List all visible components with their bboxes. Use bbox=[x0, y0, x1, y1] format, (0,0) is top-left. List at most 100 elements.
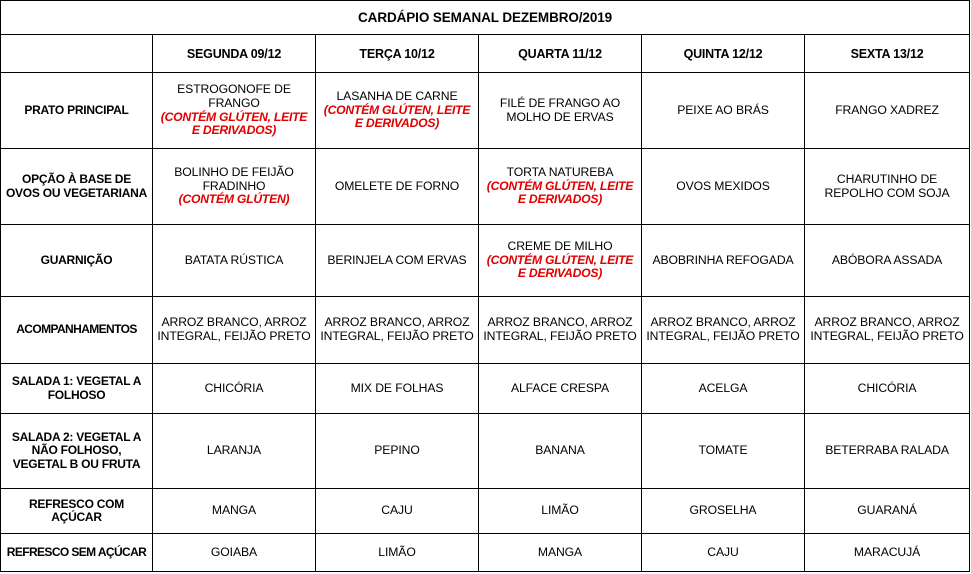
menu-cell: ESTROGONOFE DE FRANGO (CONTÉM GLÚTEN, LE… bbox=[152, 72, 316, 149]
menu-cell: ALFACE CRESPA bbox=[478, 363, 642, 414]
dish-name: LIMÃO bbox=[378, 544, 416, 559]
menu-cell: BATATA RÚSTICA bbox=[152, 224, 316, 297]
menu-cell: TOMATE bbox=[641, 413, 805, 489]
row-label-opcao-ovos-vegetariana: OPÇÃO À BASE DE OVOS OU VEGETARIANA bbox=[0, 148, 153, 225]
day-header-sexta: SEXTA 13/12 bbox=[803, 34, 971, 73]
dish-name: ABOBRINHA REFOGADA bbox=[652, 252, 794, 267]
allergen-note: (CONTÉM GLÚTEN, LEITE E DERIVADOS) bbox=[160, 109, 308, 138]
dish-name: ARROZ BRANCO, ARROZ INTEGRAL, FEIJÃO PRE… bbox=[810, 315, 964, 343]
dish-name: TOMATE bbox=[698, 443, 748, 458]
dish-name: CREME DE MILHO bbox=[507, 239, 613, 254]
menu-cell: CREME DE MILHO (CONTÉM GLÚTEN, LEITE E D… bbox=[478, 224, 642, 297]
menu-cell: CHICÓRIA bbox=[803, 363, 971, 414]
menu-cell: CHICÓRIA bbox=[152, 363, 316, 414]
table-row: REFRESCO SEM AÇÚCAR GOIABA LIMÃO MANGA C… bbox=[0, 533, 971, 572]
menu-cell: LIMÃO bbox=[478, 488, 642, 534]
dish-name: GROSELHA bbox=[689, 503, 757, 518]
menu-cell: ARROZ BRANCO, ARROZ INTEGRAL, FEIJÃO PRE… bbox=[641, 296, 805, 364]
day-header-row: SEGUNDA 09/12 TERÇA 10/12 QUARTA 11/12 Q… bbox=[0, 34, 971, 73]
dish-name: ARROZ BRANCO, ARROZ INTEGRAL, FEIJÃO PRE… bbox=[483, 315, 637, 343]
dish-name: LARANJA bbox=[206, 443, 262, 458]
dish-name: ARROZ BRANCO, ARROZ INTEGRAL, FEIJÃO PRE… bbox=[646, 315, 800, 343]
table-row: OPÇÃO À BASE DE OVOS OU VEGETARIANA BOLI… bbox=[0, 148, 971, 225]
dish-name: PEIXE AO BRÁS bbox=[677, 102, 769, 117]
dish-name: ABÓBORA ASSADA bbox=[831, 252, 943, 267]
menu-cell: CHARUTINHO DE REPOLHO COM SOJA bbox=[803, 148, 971, 225]
menu-cell: ARROZ BRANCO, ARROZ INTEGRAL, FEIJÃO PRE… bbox=[152, 296, 316, 364]
menu-cell: GROSELHA bbox=[641, 488, 805, 534]
dish-name: ARROZ BRANCO, ARROZ INTEGRAL, FEIJÃO PRE… bbox=[320, 315, 474, 343]
dish-name: LIMÃO bbox=[541, 503, 579, 518]
dish-name: MANGA bbox=[537, 544, 583, 559]
menu-cell: PEIXE AO BRÁS bbox=[641, 72, 805, 149]
row-label-acompanhamentos: ACOMPANHAMENTOS bbox=[0, 296, 153, 364]
row-label-refresco-com-acucar: REFRESCO COM AÇÚCAR bbox=[0, 488, 153, 534]
row-label-prato-principal: PRATO PRINCIPAL bbox=[0, 72, 153, 149]
dish-name: BANANA bbox=[535, 443, 585, 458]
dish-name: BATATA RÚSTICA bbox=[184, 252, 284, 267]
day-header-quinta: QUINTA 12/12 bbox=[641, 34, 805, 73]
menu-cell: CAJU bbox=[641, 533, 805, 572]
day-header-terca: TERÇA 10/12 bbox=[315, 34, 479, 73]
menu-cell: OMELETE DE FORNO bbox=[315, 148, 479, 225]
menu-cell: MANGA bbox=[478, 533, 642, 572]
dish-name: ACELGA bbox=[698, 380, 748, 395]
dish-name: CAJU bbox=[381, 503, 413, 518]
menu-cell: ARROZ BRANCO, ARROZ INTEGRAL, FEIJÃO PRE… bbox=[478, 296, 642, 364]
day-header-quarta: QUARTA 11/12 bbox=[478, 34, 642, 73]
allergen-note: (CONTÉM GLÚTEN) bbox=[178, 192, 290, 207]
menu-cell: MARACUJÁ bbox=[803, 533, 971, 572]
dish-name: BOLINHO DE FEIJÃO FRADINHO bbox=[174, 165, 294, 193]
row-label-refresco-sem-acucar: REFRESCO SEM AÇÚCAR bbox=[0, 533, 153, 572]
menu-cell: ARROZ BRANCO, ARROZ INTEGRAL, FEIJÃO PRE… bbox=[315, 296, 479, 364]
allergen-note: (CONTÉM GLÚTEN, LEITE E DERIVADOS) bbox=[486, 178, 634, 207]
table-corner-cell bbox=[0, 34, 153, 73]
dish-name: FILÉ DE FRANGO AO MOLHO DE ERVAS bbox=[499, 95, 621, 124]
menu-cell: BOLINHO DE FEIJÃO FRADINHO (CONTÉM GLÚTE… bbox=[152, 148, 316, 225]
menu-cell: LIMÃO bbox=[315, 533, 479, 572]
dish-name: MARACUJÁ bbox=[853, 544, 921, 559]
dish-name: ESTROGONOFE DE FRANGO bbox=[177, 82, 291, 110]
menu-cell: CAJU bbox=[315, 488, 479, 534]
menu-cell: LARANJA bbox=[152, 413, 316, 489]
table-row: ACOMPANHAMENTOS ARROZ BRANCO, ARROZ INTE… bbox=[0, 296, 971, 364]
table-row: SALADA 2: VEGETAL A NÃO FOLHOSO, VEGETAL… bbox=[0, 413, 971, 489]
table-row: SALADA 1: VEGETAL A FOLHOSO CHICÓRIA MIX… bbox=[0, 363, 971, 414]
menu-cell: TORTA NATUREBA (CONTÉM GLÚTEN, LEITE E D… bbox=[478, 148, 642, 225]
dish-name: GOIABA bbox=[210, 544, 258, 559]
document-title: CARDÁPIO SEMANAL DEZEMBRO/2019 bbox=[0, 0, 971, 35]
menu-cell: BANANA bbox=[478, 413, 642, 489]
menu-cell: ARROZ BRANCO, ARROZ INTEGRAL, FEIJÃO PRE… bbox=[803, 296, 971, 364]
dish-name: CHARUTINHO DE REPOLHO COM SOJA bbox=[824, 171, 950, 200]
row-label-guarnicao: GUARNIÇÃO bbox=[0, 224, 153, 297]
menu-cell: ABOBRINHA REFOGADA bbox=[641, 224, 805, 297]
menu-cell: BETERRABA RALADA bbox=[803, 413, 971, 489]
menu-cell: ACELGA bbox=[641, 363, 805, 414]
menu-cell: FILÉ DE FRANGO AO MOLHO DE ERVAS bbox=[478, 72, 642, 149]
menu-cell: ABÓBORA ASSADA bbox=[803, 224, 971, 297]
dish-name: CHICÓRIA bbox=[204, 380, 264, 395]
table-row: GUARNIÇÃO BATATA RÚSTICA BERINJELA COM E… bbox=[0, 224, 971, 297]
menu-cell: GUARANÁ bbox=[803, 488, 971, 534]
dish-name: MANGA bbox=[211, 503, 257, 518]
dish-name: CAJU bbox=[707, 544, 739, 559]
allergen-note: (CONTÉM GLÚTEN, LEITE E DERIVADOS) bbox=[323, 102, 471, 131]
dish-name: ARROZ BRANCO, ARROZ INTEGRAL, FEIJÃO PRE… bbox=[157, 315, 311, 343]
menu-cell: MIX DE FOLHAS bbox=[315, 363, 479, 414]
menu-cell: PEPINO bbox=[315, 413, 479, 489]
dish-name: TORTA NATUREBA bbox=[506, 165, 614, 180]
dish-name: GUARANÁ bbox=[857, 503, 917, 518]
title-row: CARDÁPIO SEMANAL DEZEMBRO/2019 bbox=[0, 0, 971, 35]
table-row: PRATO PRINCIPAL ESTROGONOFE DE FRANGO (C… bbox=[0, 72, 971, 149]
menu-cell: BERINJELA COM ERVAS bbox=[315, 224, 479, 297]
row-label-salada-2: SALADA 2: VEGETAL A NÃO FOLHOSO, VEGETAL… bbox=[0, 413, 153, 489]
table-row: REFRESCO COM AÇÚCAR MANGA CAJU LIMÃO GRO… bbox=[0, 488, 971, 534]
dish-name: PEPINO bbox=[374, 443, 420, 458]
dish-name: OVOS MEXIDOS bbox=[676, 178, 770, 193]
menu-cell: GOIABA bbox=[152, 533, 316, 572]
menu-cell: OVOS MEXIDOS bbox=[641, 148, 805, 225]
dish-name: CHICÓRIA bbox=[857, 380, 917, 395]
menu-cell: LASANHA DE CARNE (CONTÉM GLÚTEN, LEITE E… bbox=[315, 72, 479, 149]
